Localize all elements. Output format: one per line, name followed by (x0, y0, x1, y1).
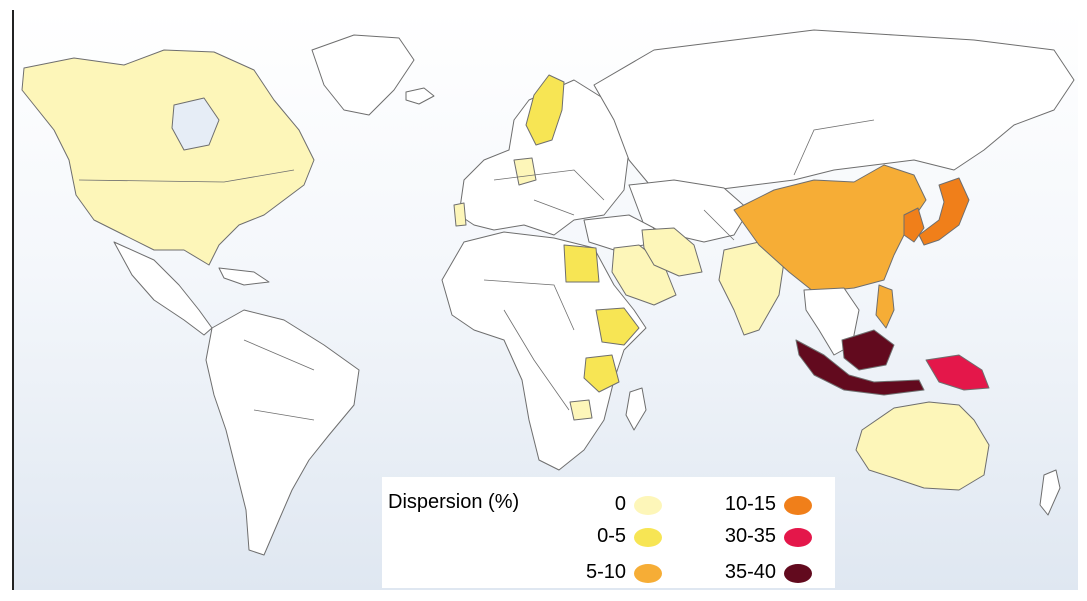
legend-item-4: 30-35 (672, 525, 812, 549)
border-africa-inner (483, 279, 575, 411)
region-africa (441, 231, 647, 471)
legend-item-1: 0-5 (542, 525, 662, 549)
region-southern-africa-highlight (569, 399, 593, 421)
region-south-america (205, 309, 360, 556)
region-madagascar (625, 387, 647, 431)
region-russia (593, 29, 1075, 201)
region-caribbean (218, 267, 270, 286)
region-greenland (311, 34, 415, 116)
world-map (21, 29, 1075, 556)
legend-swatch (634, 496, 662, 515)
region-ethiopia (595, 307, 640, 346)
border-usa-canada (78, 169, 295, 183)
region-australia (855, 401, 990, 491)
legend-title: Dispersion (%) (388, 491, 520, 513)
region-western-europe (513, 157, 537, 186)
region-borneo (841, 329, 895, 371)
border-europe-inner (493, 169, 605, 216)
legend-item-3: 10-15 (672, 493, 812, 517)
region-indonesia (795, 339, 925, 396)
legend-item-0: 0 (542, 493, 662, 517)
region-egypt (563, 244, 600, 283)
region-philippines (875, 284, 895, 329)
region-iran (641, 227, 703, 277)
legend-label: 10-15 (724, 493, 776, 515)
region-iceland (405, 87, 435, 105)
legend-item-2: 5-10 (542, 561, 662, 585)
region-hudson-bay (171, 97, 220, 151)
legend-label: 0 (614, 493, 626, 515)
legend-swatch (784, 528, 812, 547)
region-central-america (113, 241, 213, 336)
region-tanzania (583, 354, 620, 393)
legend-label: 35-40 (724, 561, 776, 583)
region-new-zealand (1039, 469, 1061, 516)
map-frame: Dispersion (%) 0 0-5 5-10 10-15 30-35 35… (12, 10, 1078, 590)
legend-swatch (784, 564, 812, 583)
border-south-america-inner (243, 339, 315, 421)
legend-label: 5-10 (585, 561, 626, 583)
region-north-america (21, 49, 315, 266)
region-arabia (611, 244, 677, 306)
legend-label: 30-35 (724, 525, 776, 547)
legend-item-5: 35-40 (672, 561, 812, 585)
border-asia-inner (703, 119, 875, 241)
legend-swatch (634, 564, 662, 583)
region-japan (918, 177, 970, 246)
legend-swatch (634, 528, 662, 547)
region-portugal (453, 202, 467, 227)
legend-swatch (784, 496, 812, 515)
region-papua (925, 354, 990, 391)
legend-label: 0-5 (597, 525, 626, 547)
region-scandinavia (525, 74, 565, 146)
legend: Dispersion (%) 0 0-5 5-10 10-15 30-35 35… (382, 477, 835, 588)
